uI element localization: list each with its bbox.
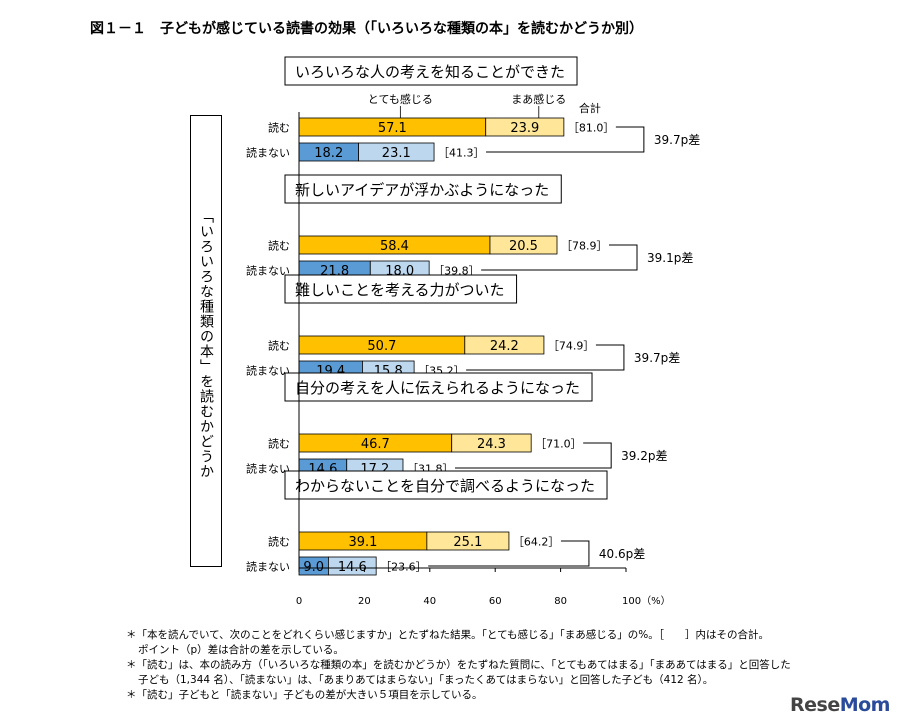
- value-read-strong-2: 58.4: [380, 239, 409, 254]
- bar-read-some-3: [464, 335, 545, 355]
- row-label-noread-1: 読まない: [246, 146, 290, 160]
- row-label-noread-2: 読まない: [246, 264, 290, 278]
- diff-label-1: 39.7p差: [654, 133, 700, 147]
- value-read-some-4: 24.3: [477, 437, 506, 452]
- row-label-read-5: 読む: [268, 535, 290, 549]
- item-title-box-3: [284, 274, 518, 304]
- total-read-4: ［71.0］: [535, 438, 582, 451]
- footnote-1: ＊「本を読んでいて、次のことをどれくらい感じますか」とたずねた結果。「とても感じ…: [126, 629, 770, 641]
- bar-read-some-4: [451, 433, 532, 453]
- total-noread-1: ［41.3］: [438, 147, 485, 160]
- x-tick-label-2: 40: [423, 596, 436, 607]
- item-title-1: いろいろな人の考えを知ることができた: [295, 63, 565, 81]
- row-label-noread-5: 読まない: [246, 560, 290, 574]
- value-read-some-5: 25.1: [453, 535, 482, 550]
- total-noread-5: ［23.6］: [380, 561, 427, 574]
- bracket-1: [486, 126, 645, 153]
- item-title-box-4: [284, 372, 593, 402]
- value-read-some-3: 24.2: [490, 339, 519, 354]
- row-label-read-1: 読む: [268, 121, 290, 135]
- total-read-3: ［74.9］: [548, 340, 595, 353]
- value-noread-some-1: 23.1: [382, 146, 411, 161]
- bracket-4: [454, 442, 612, 469]
- bracket-3: [466, 344, 625, 371]
- x-tick-label-5: 100（%）: [622, 595, 671, 607]
- group-axis-label: 「いろいろな種類の本」を読むかどうか: [190, 115, 222, 567]
- bar-read-some-1: [485, 117, 565, 137]
- x-tick-label-4: 80: [554, 596, 567, 607]
- total-read-1: ［81.0］: [568, 122, 615, 135]
- footnote-3: ＊「読む」子どもと「読まない」子どもの差が大きい５項目を示している。: [126, 689, 483, 701]
- diff-label-4: 39.2p差: [621, 449, 667, 463]
- item-title-4: 自分の考えを人に伝えられるようになった: [295, 379, 580, 397]
- legend-label-total: 合計: [579, 101, 601, 115]
- item-title-box-1: [284, 56, 578, 86]
- diff-label-3: 39.7p差: [634, 351, 680, 365]
- row-label-noread-4: 読まない: [246, 462, 290, 476]
- row-label-read-3: 読む: [268, 339, 290, 353]
- row-label-read-2: 読む: [268, 239, 290, 253]
- value-read-strong-3: 50.7: [367, 339, 396, 354]
- footnote-2b: 子ども（1,344 名）、「読まない」は、「あまりあてはまらない」「まったくあて…: [138, 674, 714, 686]
- legend-label-some: まあ感じる: [511, 93, 566, 106]
- bracket-5: [428, 540, 590, 567]
- item-title-box-2: [284, 174, 562, 204]
- item-title-5: わからないことを自分で調べるようになった: [295, 477, 595, 495]
- row-label-noread-3: 読まない: [246, 364, 290, 378]
- legend-label-strong: とても感じる: [368, 93, 433, 106]
- x-tick-label-1: 20: [358, 596, 371, 607]
- bracket-2: [481, 244, 638, 271]
- total-read-5: ［64.2］: [513, 536, 560, 549]
- total-read-2: ［78.9］: [561, 240, 608, 253]
- value-read-strong-5: 39.1: [348, 535, 377, 550]
- value-noread-strong-1: 18.2: [314, 146, 343, 161]
- x-tick-label-0: 0: [296, 596, 302, 607]
- footnote-2: ＊「読む」は、本の読み方（「いろいろな種類の本」を読むかどうか）をたずねた質問に…: [126, 659, 791, 671]
- value-read-some-1: 23.9: [510, 121, 539, 136]
- bar-noread-some-1: [358, 142, 435, 162]
- value-read-strong-4: 46.7: [361, 437, 390, 452]
- figure-title: 図１－１ 子どもが感じている読書の効果（「いろいろな種類の本」を読むかどうか別）: [90, 21, 643, 37]
- footnote-1b: ポイント（p）差は合計の差を示している。: [138, 644, 344, 656]
- total-noread-2: ［39.8］: [433, 265, 480, 278]
- item-title-box-5: [284, 470, 608, 500]
- value-read-strong-1: 57.1: [378, 121, 407, 136]
- diff-label-2: 39.1p差: [647, 251, 693, 265]
- item-title-2: 新しいアイデアが浮かぶようになった: [295, 181, 549, 199]
- diff-label-5: 40.6p差: [599, 547, 645, 561]
- footnotes: ＊「本を読んでいて、次のことをどれくらい感じますか」とたずねた結果。「とても感じ…: [126, 628, 791, 703]
- bar-read-some-2: [489, 235, 558, 255]
- value-read-some-2: 20.5: [509, 239, 538, 254]
- row-label-read-4: 読む: [268, 437, 290, 451]
- resemom-logo: ReseMom: [790, 694, 890, 716]
- item-title-3: 難しいことを考える力がついた: [295, 281, 505, 299]
- x-tick-label-3: 60: [489, 596, 502, 607]
- bar-read-some-5: [426, 531, 510, 551]
